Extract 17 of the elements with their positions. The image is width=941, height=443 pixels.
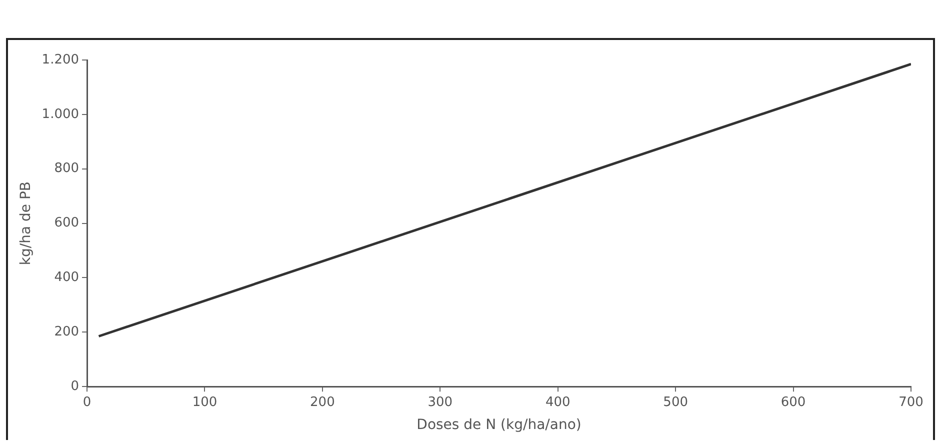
y-tick-label: 200 — [54, 324, 80, 340]
x-tick-label: 0 — [82, 394, 92, 410]
y-tick-label: 400 — [54, 270, 80, 286]
x-tick-label: 200 — [310, 394, 335, 410]
x-tick-label: 700 — [898, 394, 924, 410]
y-tick-label: 800 — [54, 161, 80, 176]
x-tick-label: 600 — [780, 394, 806, 410]
x-tick-label: 400 — [545, 394, 570, 410]
x-tick-label: 500 — [663, 394, 688, 410]
y-axis-title: kg/ha de PB — [18, 181, 34, 266]
x-tick-label: 300 — [428, 394, 453, 410]
y-tick-label: 1.200 — [42, 52, 80, 68]
x-axis-title: Doses de N (kg/ha/ano) — [416, 417, 582, 434]
y-tick-label: 1.000 — [42, 106, 80, 122]
y-tick-label: 600 — [54, 216, 80, 231]
y-tick-label: 0 — [70, 378, 80, 394]
x-tick-label: 100 — [192, 394, 218, 410]
